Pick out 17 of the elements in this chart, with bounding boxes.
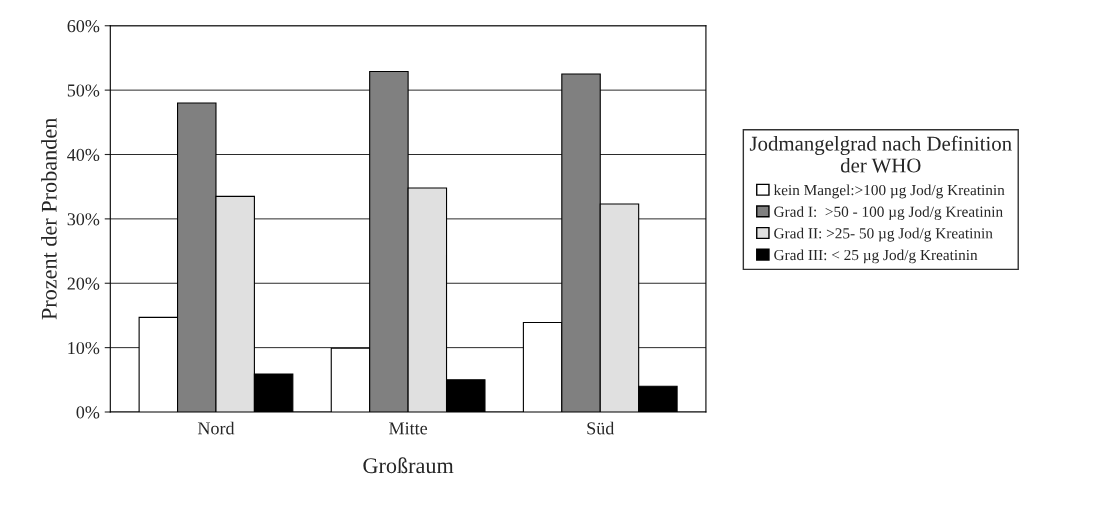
y-tick-label: 10% — [68, 341, 100, 355]
legend-label: Grad II: >25- 50 µg Jod/g Kreatinin — [774, 227, 993, 242]
legend-title: Jodmangelgrad nach Definition der WHO — [749, 135, 1012, 173]
y-tick-label: 30% — [67, 213, 100, 226]
legend-label: kein Mangel:>100 µg Jod/g Kreatinin — [773, 184, 1005, 199]
x-axis-title: Großraum — [363, 457, 454, 474]
y-axis-title: Prozent der Probanden — [41, 118, 57, 320]
x-tick-label: Nord — [197, 421, 235, 435]
y-tick-label: 40% — [67, 148, 100, 161]
y-tick-label: 20% — [67, 277, 100, 290]
x-tick-label: Mitte — [389, 422, 428, 435]
x-tick-label: Süd — [587, 421, 615, 435]
y-tick-label: 0% — [76, 406, 100, 419]
legend-label: Grad I: >50 - 100 µg Jod/g Kreatinin — [774, 206, 1003, 221]
y-tick-label: 60% — [67, 20, 100, 33]
legend-label: Grad III: < 25 µg Jod/g Kreatinin — [774, 249, 978, 264]
y-tick-label: 50% — [67, 84, 100, 97]
